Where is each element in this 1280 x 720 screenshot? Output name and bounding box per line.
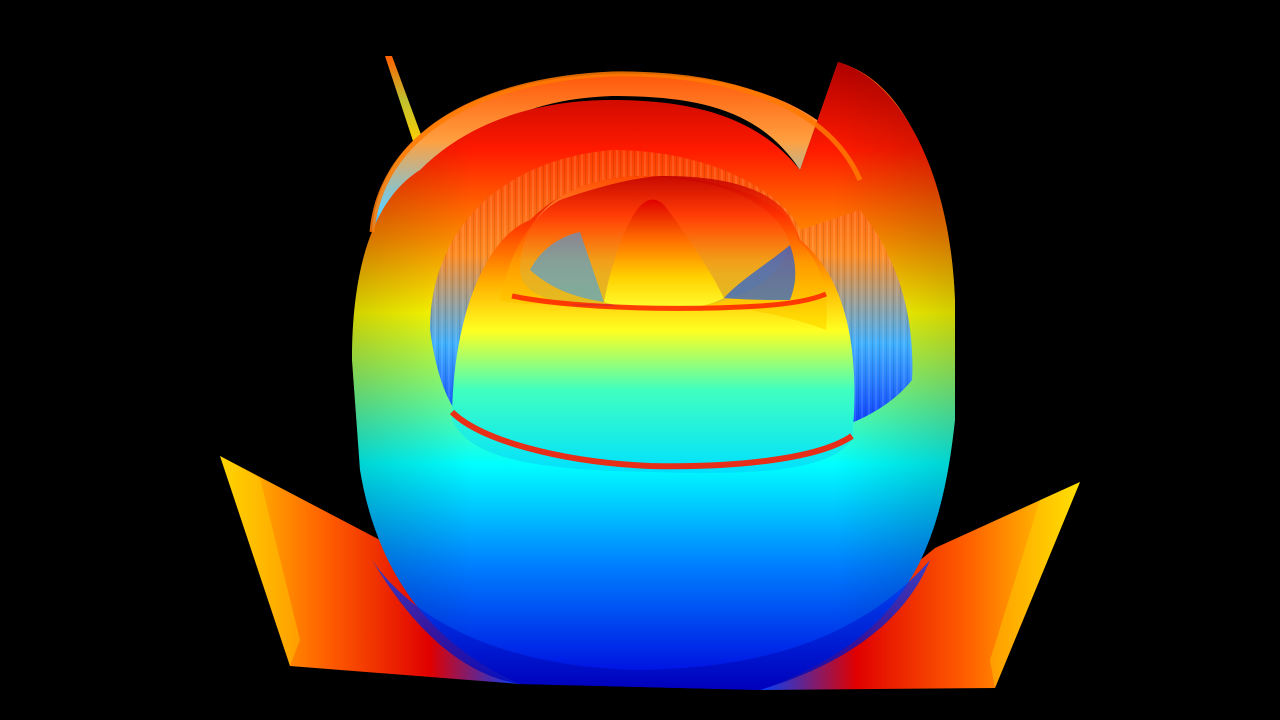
outer-rim-highlight — [369, 71, 863, 233]
central-peak — [604, 199, 724, 310]
outer-ring-base — [372, 560, 930, 690]
middle-rim-highlight — [449, 409, 854, 470]
left-corner-sheet-highlight — [220, 456, 300, 666]
inner-well — [530, 232, 604, 302]
outer-back-wall — [372, 62, 945, 260]
spike-artifact — [385, 56, 423, 144]
right-corner-sheet-highlight — [990, 482, 1080, 688]
inner-well-right — [724, 245, 796, 300]
inner-rim-highlight — [511, 291, 827, 311]
